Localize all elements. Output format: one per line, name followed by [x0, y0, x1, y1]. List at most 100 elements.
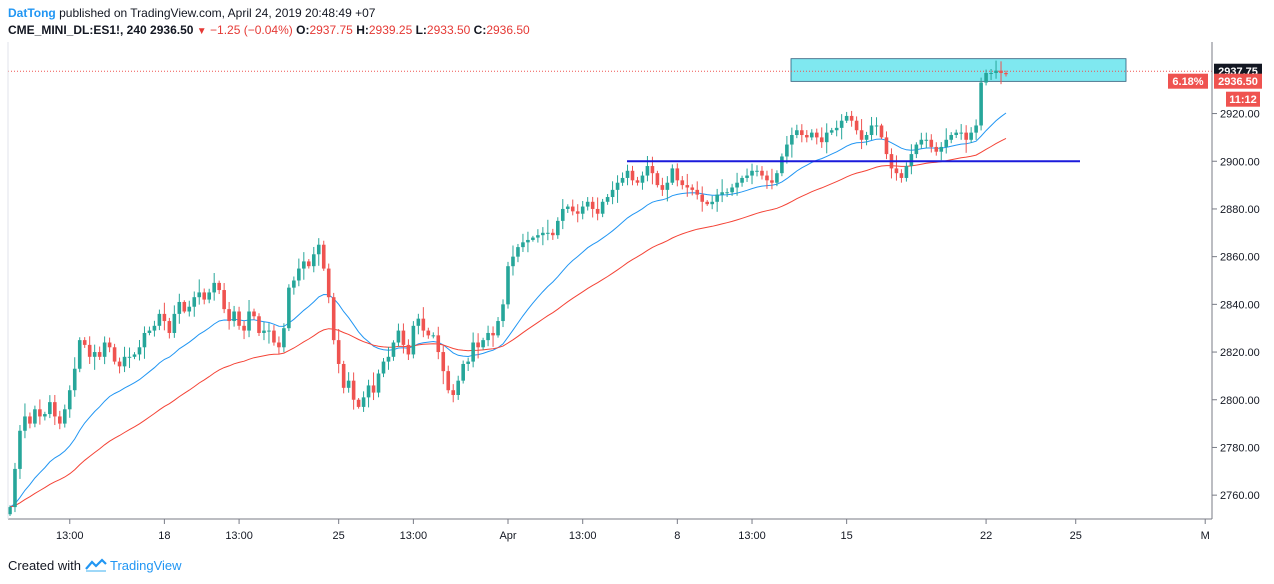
candle	[720, 179, 724, 203]
candle	[207, 288, 211, 304]
candle	[899, 169, 904, 183]
candle	[67, 385, 72, 418]
candle	[625, 164, 630, 186]
candle	[217, 280, 221, 295]
candle	[610, 181, 615, 205]
candle	[516, 243, 520, 263]
x-tick-label: 13:00	[225, 530, 253, 542]
symbol-legend: CME_MINI_DL:ES1!, 240 2936.50 ▼ −1.25 (−…	[8, 22, 530, 40]
candle	[620, 172, 625, 186]
candle	[416, 313, 421, 335]
candle	[202, 288, 207, 305]
candle	[541, 227, 545, 246]
candle	[700, 186, 705, 212]
candle	[401, 323, 406, 354]
candle	[127, 347, 132, 368]
candle	[102, 336, 107, 365]
candle	[924, 132, 929, 149]
candle	[107, 337, 112, 353]
candle	[580, 200, 585, 220]
resistance-zone[interactable]	[790, 58, 1127, 82]
candle	[302, 252, 306, 280]
candle	[989, 68, 993, 81]
candle	[87, 336, 92, 364]
y-tick-label: 2860.00	[1220, 252, 1260, 264]
candle	[172, 305, 177, 338]
candle	[53, 394, 57, 426]
candle	[665, 176, 670, 202]
y-tick-label: 2820.00	[1220, 347, 1260, 359]
candle	[775, 170, 779, 187]
candle	[82, 337, 87, 348]
candle	[546, 219, 550, 241]
candle	[491, 326, 495, 347]
candle	[292, 276, 296, 295]
candle	[486, 325, 490, 347]
candle	[257, 313, 261, 336]
candle	[919, 132, 924, 149]
candle	[914, 142, 919, 159]
candle	[28, 412, 32, 429]
tradingview-logo-icon	[84, 558, 110, 573]
candle	[795, 124, 799, 139]
candle	[147, 326, 152, 336]
candle	[23, 403, 27, 439]
candle	[605, 194, 610, 205]
candle	[287, 284, 291, 332]
candle	[62, 404, 67, 428]
last-price-tag: 2936.50	[1214, 73, 1262, 89]
candle	[575, 204, 580, 223]
candle	[889, 148, 894, 179]
candle	[680, 176, 685, 190]
x-tick-label: 13:00	[738, 530, 766, 542]
candle	[984, 69, 988, 86]
candle	[112, 343, 117, 365]
svg-text:2936.50: 2936.50	[1218, 76, 1258, 88]
x-tick-label: 8	[674, 530, 680, 542]
candle	[137, 339, 142, 361]
candle	[640, 171, 645, 190]
candle	[237, 306, 241, 330]
candle	[132, 352, 137, 360]
x-tick-label: 13:00	[400, 530, 428, 542]
candle	[635, 176, 640, 186]
candle	[411, 321, 416, 359]
candle	[381, 357, 386, 378]
candle	[1004, 70, 1008, 77]
candle	[944, 128, 949, 154]
candle	[954, 129, 958, 139]
candle	[705, 200, 709, 206]
candle	[849, 110, 854, 127]
candle	[526, 231, 530, 253]
candle	[939, 142, 944, 161]
candle	[97, 346, 102, 360]
candle	[232, 305, 236, 327]
symbol-name[interactable]: CME_MINI_DL:ES1!, 240	[8, 23, 147, 37]
candle	[456, 375, 460, 400]
footer: Created with TradingView	[8, 558, 182, 573]
high-value: 2939.25	[368, 23, 413, 37]
candle	[560, 199, 565, 230]
x-tick-label: M	[1201, 530, 1210, 542]
candle	[277, 336, 281, 355]
candle	[461, 360, 465, 384]
author-name[interactable]: DatTong	[8, 6, 56, 20]
candle	[297, 258, 301, 287]
low-label: L:	[415, 23, 427, 37]
tradingview-brand[interactable]: TradingView	[110, 558, 182, 573]
candle	[421, 307, 426, 338]
candle	[760, 166, 764, 180]
candle	[481, 337, 485, 350]
candle	[974, 119, 978, 140]
candle	[331, 292, 336, 345]
candle	[844, 111, 849, 123]
candle	[152, 320, 157, 337]
candle	[341, 360, 346, 394]
candle	[964, 125, 968, 153]
last-price: 2936.50	[150, 23, 194, 37]
candle	[316, 238, 321, 266]
candle	[72, 357, 77, 397]
candle	[690, 184, 695, 196]
candle	[321, 240, 326, 271]
